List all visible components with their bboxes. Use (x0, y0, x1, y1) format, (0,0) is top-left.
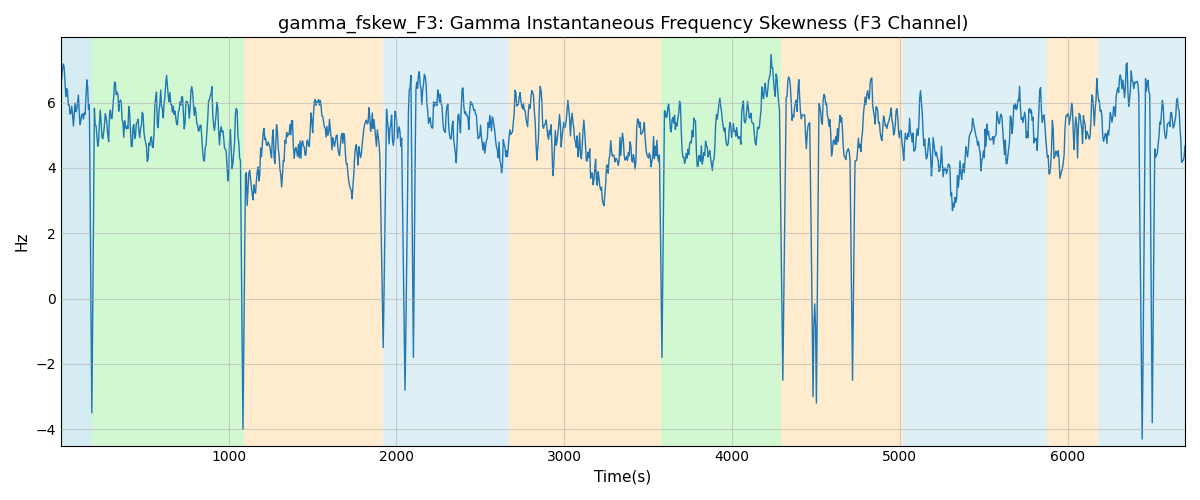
Title: gamma_fskew_F3: Gamma Instantaneous Frequency Skewness (F3 Channel): gamma_fskew_F3: Gamma Instantaneous Freq… (277, 15, 968, 34)
Bar (383, 38, 509, 446)
Bar (661, 38, 781, 446)
Bar (92, 38, 244, 446)
Bar (781, 38, 904, 446)
Bar (904, 38, 1048, 446)
Bar (1098, 38, 1186, 446)
Y-axis label: Hz: Hz (14, 232, 30, 251)
Bar (61, 38, 92, 446)
Bar (509, 38, 661, 446)
X-axis label: Time(s): Time(s) (594, 470, 652, 485)
Bar (244, 38, 383, 446)
Bar (1048, 38, 1098, 446)
